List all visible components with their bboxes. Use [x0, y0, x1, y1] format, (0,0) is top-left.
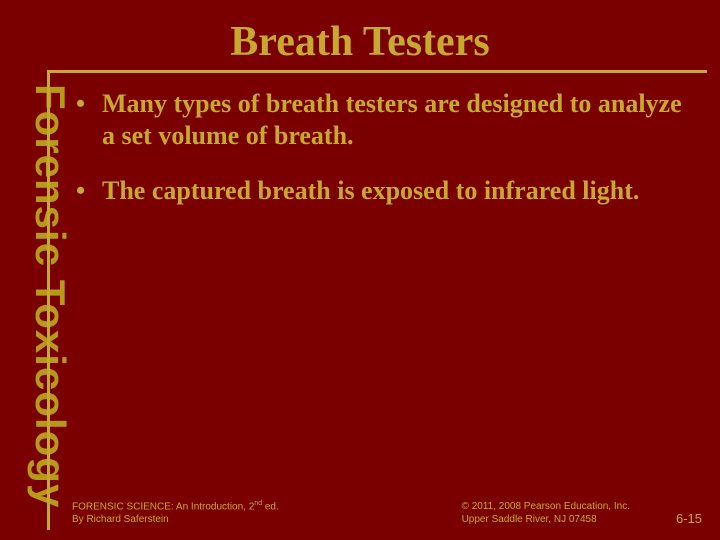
- sidebar-label: Forensic Toxicology: [26, 84, 74, 524]
- footer-text: ed.: [262, 501, 279, 512]
- footer-text: By Richard Saferstein: [72, 514, 279, 527]
- horizontal-rule: [47, 70, 707, 73]
- bullet-item: The captured breath is exposed to infrar…: [72, 175, 692, 207]
- page-number: 6-15: [676, 511, 702, 526]
- footer-right: © 2011, 2008 Pearson Education, Inc. Upp…: [462, 501, 630, 526]
- bullet-item: Many types of breath testers are designe…: [72, 88, 692, 151]
- footer-text: FORENSIC SCIENCE: An Introduction, 2: [72, 501, 254, 512]
- vertical-rule: [47, 70, 50, 530]
- footer-text: Upper Saddle River, NJ 07458: [462, 514, 630, 527]
- footer-left: FORENSIC SCIENCE: An Introduction, 2nd e…: [72, 500, 279, 526]
- footer-text: nd: [254, 500, 262, 507]
- slide: Forensic Toxicology Breath Testers Many …: [0, 0, 720, 540]
- slide-body: Many types of breath testers are designe…: [72, 88, 692, 231]
- slide-title: Breath Testers: [0, 18, 720, 66]
- footer-text: © 2011, 2008 Pearson Education, Inc.: [462, 501, 630, 514]
